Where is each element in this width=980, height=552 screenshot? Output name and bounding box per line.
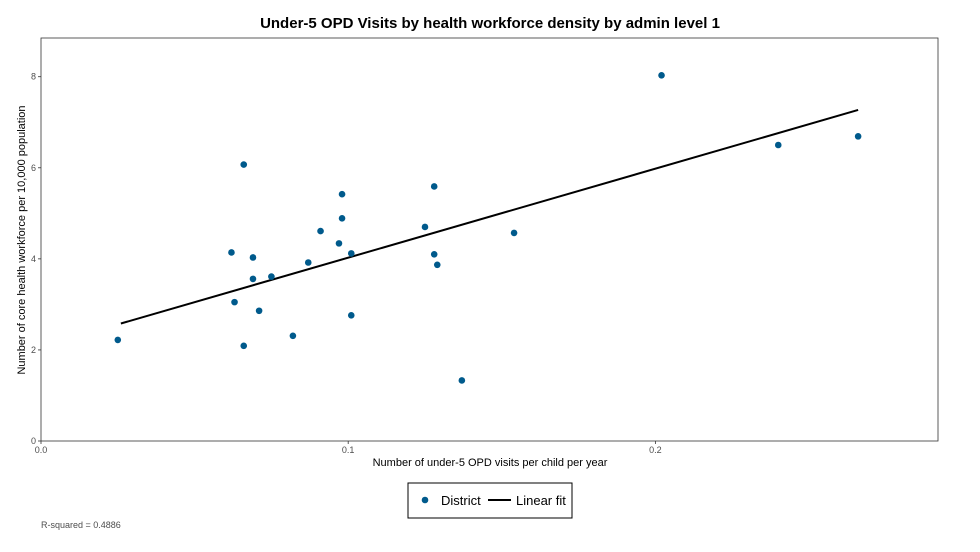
district-point — [255, 307, 263, 315]
district-point — [231, 298, 238, 306]
district-point — [421, 223, 429, 231]
district-point — [658, 72, 665, 79]
y-tick-label: 0 — [31, 436, 36, 446]
district-point — [854, 133, 862, 140]
district-point — [114, 336, 122, 344]
y-tick-label: 6 — [31, 163, 36, 173]
x-tick-label: 0.0 — [35, 445, 48, 455]
district-point — [249, 275, 257, 283]
district-point — [347, 312, 355, 319]
chart-title: Under-5 OPD Visits by health workforce d… — [260, 15, 720, 32]
district-point — [317, 227, 324, 235]
district-point — [289, 332, 297, 340]
district-point — [268, 273, 275, 280]
district-point — [510, 229, 518, 237]
district-point — [304, 259, 312, 266]
y-axis-label: Number of core health workforce per 10,0… — [16, 105, 28, 374]
district-points — [114, 72, 862, 384]
x-axis: 0.0 0.1 0.2 — [35, 441, 662, 455]
x-tick-label: 0.1 — [342, 445, 355, 455]
district-point — [335, 240, 343, 247]
district-point — [240, 161, 248, 168]
district-point — [240, 342, 248, 350]
district-point — [249, 254, 257, 261]
plot-panel — [40, 37, 939, 442]
y-tick-label: 8 — [31, 72, 36, 82]
x-axis-label: Number of under-5 OPD visits per child p… — [373, 457, 608, 469]
linear-fit-line-group — [120, 108, 859, 325]
y-axis: 0 2 4 6 8 — [31, 72, 41, 446]
legend-item-district: District — [441, 493, 481, 508]
district-point — [338, 215, 346, 222]
r-squared-note: R-squared = 0.4886 — [41, 520, 121, 530]
y-tick-label: 2 — [31, 345, 36, 355]
x-tick-label: 0.2 — [649, 445, 662, 455]
district-point — [433, 261, 441, 269]
district-point — [774, 141, 782, 149]
district-point — [430, 183, 438, 190]
district-point — [458, 377, 466, 384]
linear-fit-line — [120, 108, 859, 325]
district-point — [228, 249, 235, 256]
legend: District Linear fit — [407, 482, 573, 519]
legend-item-linear-fit: Linear fit — [516, 493, 566, 508]
legend-point-icon — [421, 496, 429, 504]
district-point — [338, 190, 346, 198]
district-point — [430, 250, 438, 258]
district-point — [347, 250, 355, 257]
y-tick-label: 4 — [31, 254, 36, 264]
